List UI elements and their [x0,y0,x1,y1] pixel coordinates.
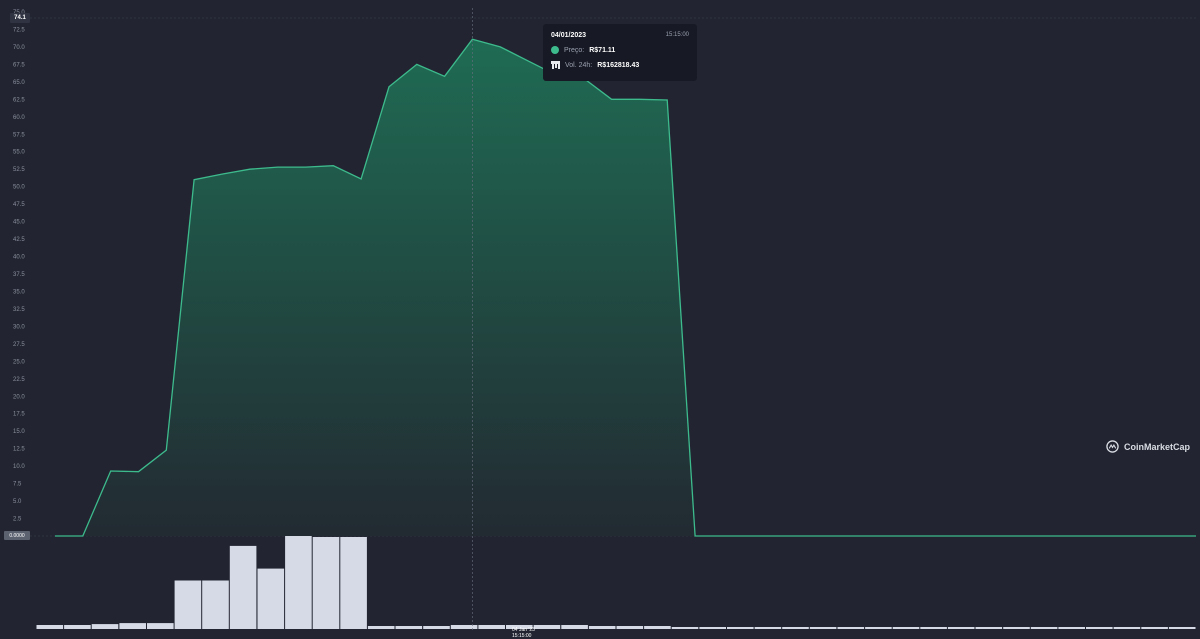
price-tooltip: 04/01/2023 15:15:00 Preço: R$71.11 Vol. … [543,24,697,81]
volume-bar [837,627,865,629]
y-tick-label: 10.0 [13,464,25,470]
y-tick-label: 30.0 [13,324,25,330]
volume-bar [119,623,146,629]
y-tick-label: 20.0 [13,394,25,400]
volume-bar [671,627,699,629]
volume-bar [395,626,423,629]
zero-price-tag: 0.0000 [4,531,30,540]
y-tick-label: 60.0 [13,115,25,121]
y-tick-label: 65.0 [13,80,25,86]
y-tick-label: 62.5 [13,97,25,103]
volume-bar [533,625,561,629]
y-tick-label: 32.5 [13,307,25,313]
volume-bar [367,626,395,629]
tooltip-time: 15:15:00 [665,32,689,38]
volume-bar [975,627,1003,629]
volume-bar [727,627,754,629]
volume-bar [64,625,91,629]
y-tick-label: 40.0 [13,255,25,261]
volume-bar [782,627,809,629]
y-tick-label: 55.0 [13,150,25,156]
volume-bar [202,580,229,629]
price-line [55,38,1196,537]
volume-bar [920,627,947,629]
y-tick-label: 72.5 [13,27,25,33]
volume-bar [423,626,450,629]
volume-bar [174,580,202,629]
y-tick-label: 45.0 [13,220,25,226]
y-tick-label: 57.5 [13,132,25,138]
volume-bars-icon [551,61,560,69]
y-tick-label: 50.0 [13,185,25,191]
coinmarketcap-logo-icon [1106,440,1119,453]
y-tick-label: 35.0 [13,289,25,295]
volume-bar [588,626,616,629]
volume-bar [699,627,726,629]
volume-bar [947,627,975,629]
y-tick-label: 15.0 [13,429,25,435]
volume-bar [1030,627,1058,629]
volume-bar [340,537,367,629]
volume-bar [1141,627,1168,629]
tooltip-volume-label: Vol. 24h: [565,61,593,69]
volume-bar [36,625,64,629]
volume-bar [229,545,257,629]
y-tick-label: 22.5 [13,377,25,383]
volume-bar [478,625,505,629]
volume-bar [91,624,119,629]
y-tick-label: 27.5 [13,342,25,348]
y-tick-label: 67.5 [13,62,25,68]
y-axis-ticks: 2.5 5.0 7.5 10.0 12.5 15.0 17.5 20.0 22.5 25.0 27.… [13,10,25,523]
y-tick-label: 25.0 [13,359,25,365]
price-dot-icon [551,46,559,54]
tooltip-volume-value: R$162818.43 [597,61,640,69]
y-tick-label: 5.0 [13,499,22,505]
current-price-tag: 74.1 [10,13,30,23]
volume-bar [1058,627,1085,629]
volume-bar [257,568,285,629]
volume-bar [312,537,340,629]
tooltip-price-label: Preço: [564,46,585,54]
watermark-text: CoinMarketCap [1124,441,1191,452]
volume-bar [1086,627,1113,629]
volume-bar [754,627,782,629]
y-tick-label: 52.5 [13,167,25,173]
price-area-fill [55,39,1196,536]
tooltip-date: 04/01/2023 [551,32,587,39]
y-tick-label: 7.5 [13,482,22,488]
y-tick-label: 70.0 [13,45,25,51]
y-tick-label: 17.5 [13,412,25,418]
coinmarketcap-watermark: CoinMarketCap [1106,440,1190,453]
volume-bar [285,536,312,629]
crosshair-x-label: 04 Jan '23 15:15:00 [512,626,535,639]
volume-bar [809,627,837,629]
volume-bars [36,536,1196,629]
volume-bar [865,627,892,629]
y-tick-label: 42.5 [13,237,25,243]
y-tick-label: 2.5 [13,517,22,523]
tooltip-price-value: R$71.11 [589,46,616,54]
volume-bar [1003,627,1030,629]
volume-bar [1113,627,1141,629]
volume-bar [561,625,588,629]
volume-bar [450,625,478,629]
volume-bar [1168,627,1196,629]
volume-bar [892,627,920,629]
volume-bar [644,626,671,629]
tooltip-volume-row: Vol. 24h: R$162818.43 [551,61,639,69]
y-tick-label: 37.5 [13,272,25,278]
y-tick-label: 12.5 [13,447,25,453]
volume-bar [616,626,644,629]
y-tick-label: 47.5 [13,202,25,208]
tooltip-price-row: Preço: R$71.11 [551,46,615,54]
volume-bar [506,625,533,629]
volume-bar [147,623,174,629]
